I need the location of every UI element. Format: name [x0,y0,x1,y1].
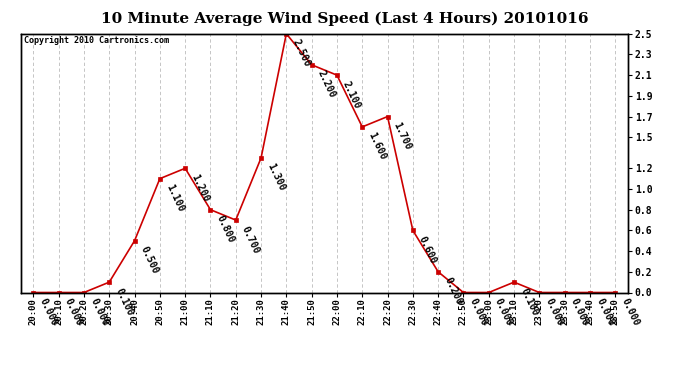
Text: 1.700: 1.700 [392,121,413,152]
Text: 1.200: 1.200 [189,172,210,203]
Text: 0.000: 0.000 [468,297,489,327]
Text: 0.000: 0.000 [88,297,110,327]
Text: 0.000: 0.000 [544,297,565,327]
Text: 0.600: 0.600 [417,235,438,266]
Text: 0.200: 0.200 [442,276,464,307]
Text: 0.700: 0.700 [240,224,262,255]
Text: 2.200: 2.200 [316,69,337,100]
Text: 0.100: 0.100 [113,286,135,317]
Text: 1.300: 1.300 [265,162,286,193]
Text: 0.000: 0.000 [569,297,590,327]
Text: 0.000: 0.000 [63,297,84,327]
Text: Copyright 2010 Cartronics.com: Copyright 2010 Cartronics.com [23,36,169,45]
Text: 2.500: 2.500 [290,38,312,69]
Text: 0.000: 0.000 [37,297,59,327]
Text: 2.100: 2.100 [341,80,362,110]
Text: 0.000: 0.000 [594,297,615,327]
Text: 0.000: 0.000 [493,297,514,327]
Text: 1.100: 1.100 [164,183,186,214]
Text: 0.800: 0.800 [215,214,236,245]
Text: 1.600: 1.600 [366,131,388,162]
Text: 0.500: 0.500 [139,245,160,276]
Text: 0.100: 0.100 [518,286,540,317]
Text: 10 Minute Average Wind Speed (Last 4 Hours) 20101016: 10 Minute Average Wind Speed (Last 4 Hou… [101,11,589,26]
Text: 0.000: 0.000 [620,297,641,327]
